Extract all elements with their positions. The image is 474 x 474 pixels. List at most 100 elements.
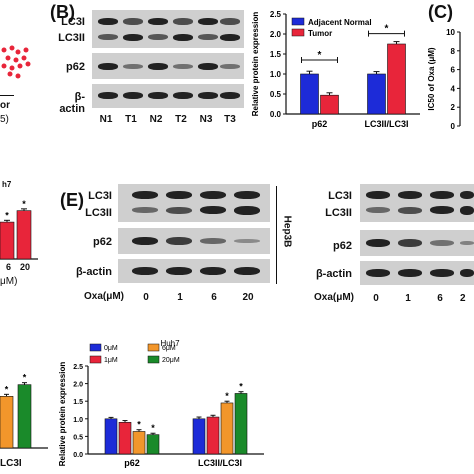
significance-star: * [239,382,243,392]
y-tick-label: 0 [451,122,456,131]
lane-t2: T2 [175,114,187,125]
x-category-label: p62 [124,458,140,468]
left-tick-20: 20 [20,262,31,272]
legend-label: Adjacent Normal [308,18,372,27]
band [430,206,454,214]
legend-swatch [89,355,102,364]
left-scatter-fragment [0,40,40,90]
left-bottom-label: LC3I [0,458,22,469]
y-axis-label: Relative protein expression [251,12,260,117]
bar-1um [118,422,132,455]
blot-e2-label-lc3i: LC3I [328,190,352,202]
band [460,269,474,277]
lane-e-1: 1 [177,292,183,303]
band [123,64,143,69]
blot-e2-label-actin: β-actin [315,268,352,280]
bar [16,210,32,260]
band [366,269,390,277]
band [460,241,474,245]
significance-star: * [385,24,389,35]
band [234,206,260,215]
bar-0um [192,418,206,455]
blot-b-label-lc3ii: LC3II [58,32,85,44]
bar-adjacent-normal [300,73,319,115]
scatter-dots [1,45,31,79]
band [148,63,168,70]
band [198,92,218,99]
blot-e2-lc3-strip [360,184,474,222]
band [398,239,422,247]
band [198,18,218,25]
bar-6um [220,402,234,455]
band [366,239,390,247]
band [132,267,158,275]
blot-b-label-p62: p62 [66,61,85,73]
band [430,191,454,199]
band [173,34,193,41]
blot-b-lc3-strip [92,10,244,48]
left-label-h7: h7 [2,180,12,189]
legend-label: Tumor [308,29,332,38]
band [132,207,158,213]
lane-n3: N3 [199,114,213,125]
y-tick-label: 1.0 [270,70,282,79]
band [200,191,226,199]
hep3b-label: Hep3B [281,215,293,248]
lane-e2-1: 1 [405,293,411,304]
lane-n1: N1 [99,114,113,125]
band [132,237,158,245]
band [148,92,168,99]
blot-b-actin-strip [92,84,244,108]
band [220,64,240,69]
blot-b-label-actin: β-actin [59,91,85,115]
band [220,92,240,99]
lane-e2-0: 0 [373,293,379,304]
lane-e2-20: 2 [460,293,466,304]
y-tick-label: 0.5 [270,90,282,99]
band [166,267,192,275]
bar-6um [132,431,146,455]
band [123,18,143,25]
band [460,206,474,215]
lane-t1: T1 [125,114,137,125]
blot-e-p62-strip [118,228,270,254]
y-tick-label: 8 [451,47,456,56]
y-tick-label: 0.5 [73,434,83,441]
legend-swatch [291,28,305,37]
band [198,34,218,40]
left-mini-chart: ** [0,199,38,260]
band [366,191,390,199]
bar-0um [104,418,118,455]
y-tick-label: 2.0 [270,30,282,39]
panel-c-axis: 10 8 6 4 2 0 IC50 of Oxa (μM) [427,28,461,131]
significance-star: * [22,199,26,209]
y-tick-label: 2.0 [73,382,83,389]
lane-e-20: 20 [242,292,254,303]
blot-b-label-lc3i: LC3I [61,16,85,28]
lane-n2: N2 [149,114,163,125]
significance-star: * [318,50,322,61]
y-axis-label: Relative protein expression [58,362,67,467]
lane-e-0: 0 [143,292,149,303]
y-tick-label: 2 [451,103,456,112]
blot-e-label-actin: β-actin [75,266,112,278]
left-tick-6: 6 [6,262,12,272]
y-axis-label: IC50 of Oxa (μM) [427,47,436,110]
band [166,191,192,199]
band [200,267,226,275]
y-tick-label: 6 [451,66,456,75]
y-tick-label: 1.0 [73,417,83,424]
band [173,64,193,69]
left-label-or: or [0,100,10,111]
significance-star: * [5,384,9,394]
band [98,63,118,70]
bar-adjacent-normal [367,73,386,115]
band [173,18,193,25]
y-tick-label: 0.0 [270,110,282,119]
y-tick-label: 2.5 [73,364,83,371]
x-category-label: LC3II/LC3I [364,119,408,129]
blot-e2-label-lc3ii: LC3II [325,207,352,219]
lane-t3: T3 [224,114,236,125]
band [220,34,240,41]
legend-swatch [89,343,102,352]
